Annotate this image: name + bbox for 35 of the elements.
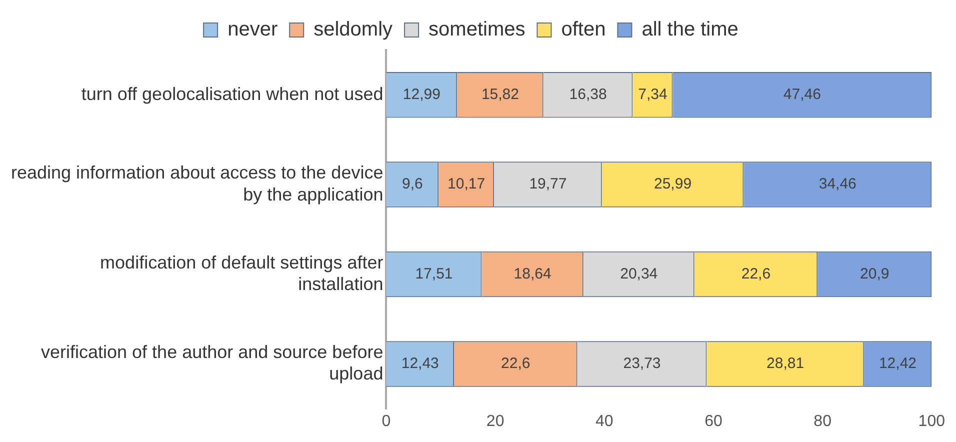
legend-label: never xyxy=(228,18,278,41)
data-label: 16,38 xyxy=(569,86,607,103)
data-label: 23,73 xyxy=(623,355,661,372)
data-label: 34,46 xyxy=(818,176,856,193)
data-label: 25,99 xyxy=(654,176,692,193)
x-tick-label: 20 xyxy=(486,412,504,430)
data-label: 18,64 xyxy=(514,265,552,282)
data-label: 28,81 xyxy=(766,355,804,372)
data-label: 47,46 xyxy=(783,86,821,103)
data-label: 12,99 xyxy=(402,86,440,103)
y-tick-label: modification of default settings after installation xyxy=(100,252,384,294)
data-label: 22,6 xyxy=(501,355,530,372)
legend-label: often xyxy=(561,18,606,41)
y-tick-label: verification of the author and source before upload xyxy=(41,342,384,384)
data-label: 17,51 xyxy=(415,265,453,282)
y-tick-label: reading information about access to the device by the application xyxy=(10,162,384,204)
data-label: 15,82 xyxy=(481,86,519,103)
data-label: 22,6 xyxy=(741,265,771,282)
data-label: 12,42 xyxy=(878,355,916,372)
data-label: 20,34 xyxy=(620,265,658,282)
x-tick-label: 100 xyxy=(918,412,946,430)
x-tick-label: 40 xyxy=(596,412,614,430)
data-label: 9,6 xyxy=(402,176,423,193)
data-label: 19,77 xyxy=(529,176,567,193)
legend-label: sometimes xyxy=(428,18,526,41)
legend-label: all the time xyxy=(642,18,738,41)
y-tick-label: turn off geolocalisation when not used xyxy=(81,84,384,104)
data-label: 7,34 xyxy=(638,86,668,103)
x-tick-label: 60 xyxy=(704,412,722,430)
x-tick-label: 0 xyxy=(382,412,391,430)
data-label: 10,17 xyxy=(448,176,486,193)
legend-label: seldomly xyxy=(314,18,393,41)
data-label: 20,9 xyxy=(860,265,890,282)
data-label: 12,43 xyxy=(401,355,439,372)
x-tick-label: 80 xyxy=(814,412,832,430)
